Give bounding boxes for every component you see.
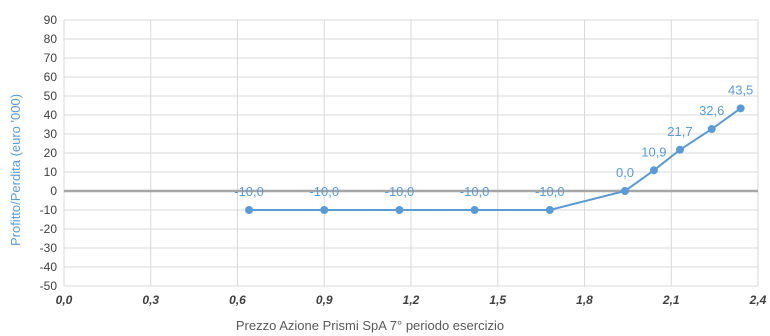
data-point [545, 206, 554, 214]
x-tick-labels: 0,0 0,3 0,6 0,9 1,2 1,5 1,8 2,1 2,4 [56, 293, 767, 307]
data-point [395, 206, 404, 214]
y-tick-label: 0 [50, 184, 57, 198]
data-point [245, 206, 254, 214]
y-tick-label: 30 [44, 127, 58, 141]
data-labels: -10,0 -10,0 -10,0 -10,0 -10,0 0,0 10,921,7 32,6… [234, 82, 753, 199]
y-tick-label: 90 [44, 13, 58, 27]
data-point [675, 145, 684, 154]
data-label: 10,9 [641, 144, 666, 159]
data-label: 21,7 [667, 124, 692, 139]
x-tick-label: 0,0 [56, 293, 73, 307]
data-label: -10,0 [234, 184, 264, 199]
data-label: 32,6 [699, 103, 724, 118]
data-label: -10,0 [460, 184, 490, 199]
x-tick-label: 1,8 [576, 293, 593, 307]
x-tick-label: 2,1 [662, 293, 680, 307]
y-tick-label: -40 [40, 260, 58, 274]
y-axis-title: Profitto/Perdita (euro '000) [8, 94, 23, 246]
data-label: 0,0 [616, 165, 634, 180]
y-tick-label: -30 [40, 241, 58, 255]
series-line [249, 107, 742, 211]
y-tick-label: 20 [44, 146, 58, 160]
gridlines [63, 19, 759, 287]
x-tick-label: 0,6 [229, 293, 246, 307]
y-tick-label: 40 [44, 108, 58, 122]
data-point [707, 125, 716, 134]
data-label: -10,0 [309, 184, 339, 199]
x-tick-label: 0,3 [142, 293, 159, 307]
y-tick-label: 80 [44, 32, 58, 46]
x-axis-title: Prezzo Azione Prismi SpA 7° periodo eser… [236, 318, 504, 333]
data-label: -10,0 [385, 184, 415, 199]
data-label: 43,5 [728, 82, 753, 97]
x-tick-label: 1,5 [489, 293, 506, 307]
data-point [736, 104, 745, 113]
y-tick-label: 50 [44, 89, 58, 103]
x-tick-label: 1,2 [403, 293, 420, 307]
data-point [470, 206, 479, 214]
x-tick-label: 0,9 [316, 293, 333, 307]
data-point [320, 206, 329, 214]
y-tick-label: -50 [40, 279, 58, 293]
x-tick-label: 2,4 [749, 293, 767, 307]
data-label: -10,0 [535, 184, 565, 199]
data-point [620, 187, 629, 195]
y-tick-label: 60 [44, 70, 58, 84]
y-tick-labels: 90 80 70 60 50 40 30 20 10 0 -10 -20 -30 -40 -50 [40, 13, 58, 293]
y-tick-label: 70 [44, 51, 58, 65]
y-tick-label: -20 [40, 222, 58, 236]
y-tick-label: -10 [40, 203, 58, 217]
series-layer [245, 104, 745, 214]
y-tick-label: 10 [44, 165, 58, 179]
data-point [649, 166, 658, 175]
